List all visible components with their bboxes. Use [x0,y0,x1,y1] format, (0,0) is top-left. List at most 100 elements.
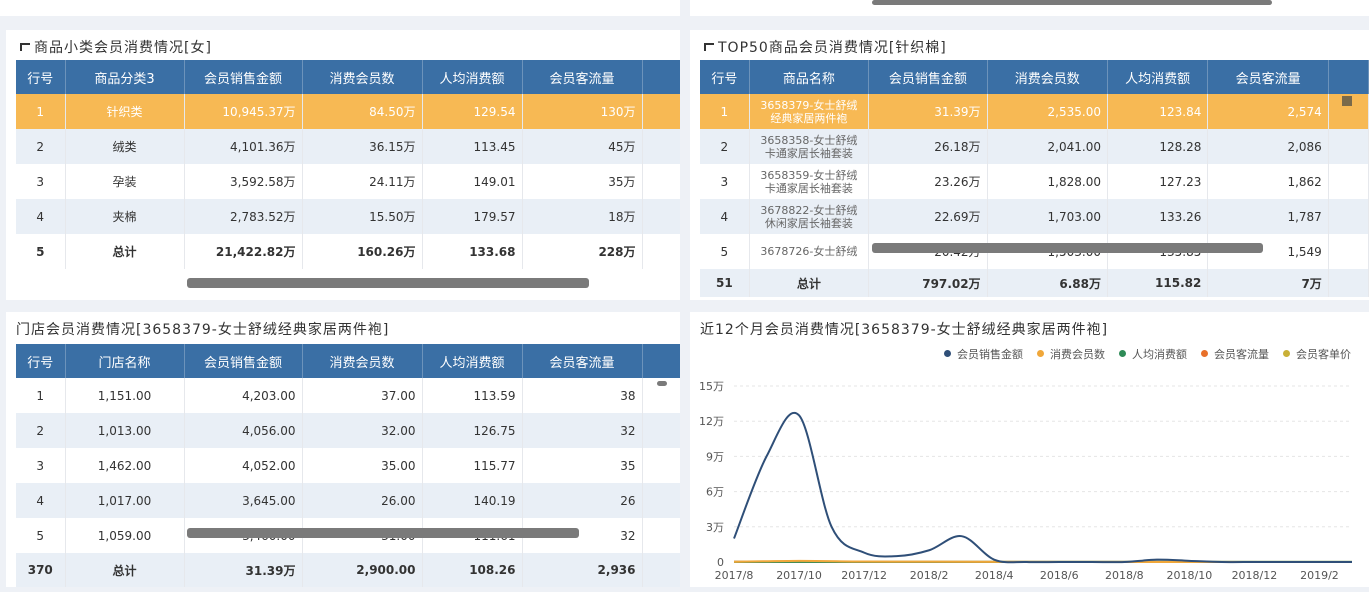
vertical-scroll-grip[interactable] [1342,96,1352,106]
panel-category-consumption: 商品小类会员消费情况[女] 行号 商品分类3 会员销售金额 消费会员数 人均消费额 会员客… [6,30,680,300]
table-cell: 7万 [1207,269,1329,297]
legend-item[interactable]: 会员客流量 [1201,346,1269,362]
collapse-icon[interactable] [20,43,30,51]
horizontal-scrollbar[interactable] [187,528,579,538]
horizontal-scrollbar[interactable] [872,243,1263,253]
panel-top50-products: TOP50商品会员消费情况[针织棉] 行号 商品名称 会员销售金额 消费会员数 人均消费… [690,30,1369,300]
table-cell: 149.01 [422,164,523,199]
column-header[interactable]: 行号 [700,60,750,94]
table-cell-overflow [642,518,680,553]
x-tick-label: 2017/12 [841,569,887,582]
table-cell: 10,945.37万 [184,94,303,129]
table-row[interactable]: 1 1,151.00 4,203.00 37.00 113.59 38 [16,378,680,413]
table-cell: 1 [16,94,66,129]
top-right-scrollbar[interactable] [872,0,1272,5]
table-row[interactable]: 3 3658359-女士舒绒卡通家居长袖套装 23.26万 1,828.00 127.2… [700,164,1369,199]
table-cell-overflow [1328,199,1369,234]
table-row[interactable]: 5 总计 21,422.82万 160.26万 133.68 228万 [16,234,680,269]
table-cell: 3,645.00 [184,483,303,518]
table-cell: 3 [700,164,750,199]
y-tick-label: 6万 [706,486,724,499]
table-cell-overflow [642,129,680,164]
collapse-icon[interactable] [704,43,714,51]
x-tick-label: 2018/4 [975,569,1014,582]
horizontal-scrollbar[interactable] [187,278,589,288]
legend-item[interactable]: 会员客单价 [1283,346,1351,362]
total-row: 51 总计 797.02万 6.88万 115.82 7万 [700,269,1369,297]
table-cell: 2,574 [1207,94,1329,129]
legend-item[interactable]: 会员销售金额 [944,346,1023,362]
table-cell: 113.59 [422,378,523,413]
chart-legend: 会员销售金额 消费会员数 人均消费额 会员客流量 会员客单价 [944,346,1351,362]
table-cell: 5 [700,234,750,269]
table-row[interactable]: 4 1,017.00 3,645.00 26.00 140.19 26 [16,483,680,518]
column-header[interactable]: 会员客流量 [1207,60,1329,94]
column-header[interactable]: 人均消费额 [1107,60,1209,94]
column-header[interactable]: 消费会员数 [302,344,423,378]
column-header[interactable]: 行号 [16,344,66,378]
legend-item[interactable]: 人均消费额 [1119,346,1187,362]
panel-title-text: 近12个月会员消费情况[3658379-女士舒绒经典家居两件袍] [700,322,1109,338]
table-row[interactable]: 1 针织类 10,945.37万 84.50万 129.54 130万 [16,94,680,129]
column-header[interactable]: 会员客流量 [522,60,643,94]
legend-item[interactable]: 消费会员数 [1037,346,1105,362]
table-cell: 1,828.00 [987,164,1108,199]
table-cell: 夹棉 [65,199,185,234]
table-cell: 总计 [749,269,870,297]
column-header[interactable]: 商品分类3 [65,60,185,94]
table-cell: 5 [16,518,66,553]
header-row: 行号 商品分类3 会员销售金额 消费会员数 人均消费额 会员客流量 [16,60,680,94]
table-row[interactable]: 2 绒类 4,101.36万 36.15万 113.45 45万 [16,129,680,164]
header-row: 行号 门店名称 会员销售金额 消费会员数 人均消费额 会员客流量 [16,344,680,378]
table-cell: 针织类 [65,94,185,129]
column-header[interactable]: 消费会员数 [987,60,1108,94]
table-cell: 1 [16,378,66,413]
table-cell: 38 [522,378,643,413]
line-chart: 0 3万 6万 9万 12万 15万 2017/8 2017/10 2017/12 2018/2 2… [699,380,1353,582]
table-cell: 2 [16,413,66,448]
column-header[interactable]: 会员销售金额 [184,344,303,378]
table-cell: 1,151.00 [65,378,185,413]
table-cell: 24.11万 [302,164,423,199]
column-header-overflow [642,344,680,378]
table-cell: 113.45 [422,129,523,164]
table-cell: 3678822-女士舒绒休闲家居长袖套装 [749,199,870,234]
column-header[interactable]: 会员销售金额 [868,60,988,94]
table-cell-overflow [642,94,680,129]
table-row[interactable]: 4 夹棉 2,783.52万 15.50万 179.57 18万 [16,199,680,234]
top-left-panel-fragment [0,0,680,16]
table-cell: 123.84 [1107,94,1209,129]
table-cell-overflow [642,164,680,199]
column-header[interactable]: 门店名称 [65,344,185,378]
table-cell: 35 [522,448,643,483]
column-header[interactable]: 会员客流量 [522,344,643,378]
table-cell: 140.19 [422,483,523,518]
table-cell: 22.69万 [868,199,988,234]
table-row[interactable]: 2 1,013.00 4,056.00 32.00 126.75 32 [16,413,680,448]
column-header[interactable]: 行号 [16,60,66,94]
x-tick-label: 2017/8 [715,569,754,582]
legend-dot-icon [1283,350,1290,357]
table-cell: 2,783.52万 [184,199,303,234]
y-tick-label: 3万 [706,521,724,534]
table-row[interactable]: 2 3658358-女士舒绒卡通家居长袖套装 26.18万 2,041.00 128.2… [700,129,1369,164]
table-cell: 35万 [522,164,643,199]
total-row: 370 总计 31.39万 2,900.00 108.26 2,936 [16,553,680,587]
column-header[interactable]: 商品名称 [749,60,870,94]
column-header[interactable]: 会员销售金额 [184,60,303,94]
panel-title: TOP50商品会员消费情况[针织棉] [704,37,947,57]
table-cell: 3 [16,448,66,483]
vertical-scroll-grip[interactable] [657,381,667,386]
x-tick-label: 2017/10 [776,569,822,582]
column-header[interactable]: 消费会员数 [302,60,423,94]
table-row[interactable]: 4 3678822-女士舒绒休闲家居长袖套装 22.69万 1,703.00 133.2… [700,199,1369,234]
column-header[interactable]: 人均消费额 [422,344,523,378]
column-header[interactable]: 人均消费额 [422,60,523,94]
table-cell: 115.82 [1107,269,1209,297]
table-row[interactable]: 3 孕装 3,592.58万 24.11万 149.01 35万 [16,164,680,199]
table-cell: 128.28 [1107,129,1209,164]
table-cell: 1,462.00 [65,448,185,483]
table-row[interactable]: 3 1,462.00 4,052.00 35.00 115.77 35 [16,448,680,483]
legend-dot-icon [944,350,951,357]
table-row[interactable]: 1 3658379-女士舒绒经典家居两件袍 31.39万 2,535.00 123.84… [700,94,1369,129]
